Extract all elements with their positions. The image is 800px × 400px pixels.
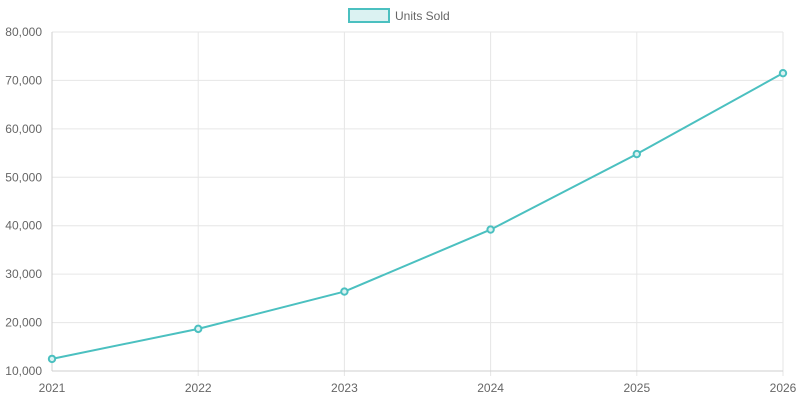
x-tick-label: 2021 (39, 381, 66, 395)
x-tick-label: 2022 (185, 381, 212, 395)
y-tick-label: 30,000 (5, 267, 42, 281)
data-point-2021[interactable] (47, 354, 57, 364)
data-point-2023[interactable] (340, 287, 349, 296)
data-point-2025[interactable] (632, 149, 641, 159)
data-point-2026[interactable] (778, 68, 788, 78)
x-tick-label: 2025 (623, 381, 650, 395)
series-line-units-sold (51, 72, 784, 360)
x-tick-label: 2024 (477, 381, 504, 395)
chart-legend[interactable]: Units Sold (348, 8, 450, 23)
y-axis-tick-labels: 10,000 20,000 30,000 40,000 50,000 60,000 70,0… (5, 25, 42, 378)
y-tick-label: 10,000 (5, 364, 42, 378)
series-units-sold (47, 68, 788, 364)
data-point-2024[interactable] (486, 225, 495, 234)
y-tick-label: 20,000 (5, 316, 42, 330)
x-tick-label: 2026 (770, 381, 797, 395)
x-tick-label: 2023 (331, 381, 358, 395)
x-axis-tick-labels: 2021 2022 2023 2024 2025 2026 (39, 381, 797, 395)
legend-label-units-sold[interactable]: Units Sold (395, 9, 450, 23)
y-tick-label: 60,000 (5, 122, 42, 136)
y-tick-label: 40,000 (5, 219, 42, 233)
y-tick-label: 50,000 (5, 170, 42, 184)
y-tick-label: 80,000 (5, 25, 42, 39)
chart-axes (51, 32, 783, 372)
y-tick-label: 70,000 (5, 73, 42, 87)
data-point-2022[interactable] (194, 324, 203, 334)
legend-swatch-units-sold[interactable] (348, 8, 390, 23)
chart-grid (52, 31, 784, 376)
